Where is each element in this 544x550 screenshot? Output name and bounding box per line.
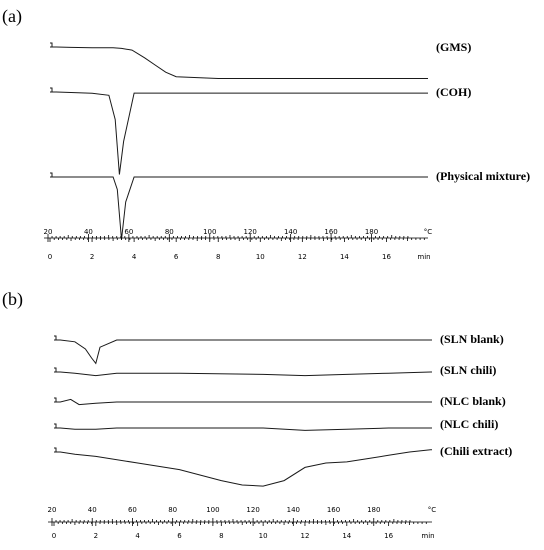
temp-tick-label: 120 — [244, 228, 257, 236]
curve-b-1 — [54, 367, 432, 377]
nlc-blank-curve-label: (NLC blank) — [440, 394, 506, 408]
temp-tick-label: 140 — [284, 228, 297, 236]
time-tick-label: 6 — [177, 532, 182, 540]
temp-tick-label: 100 — [203, 228, 216, 236]
time-unit-label: min — [421, 532, 434, 540]
temp-tick-label: 160 — [324, 228, 337, 236]
time-tick-label: 16 — [384, 532, 393, 540]
sln-chili-curve-label: (SLN chili) — [440, 363, 496, 377]
temp-tick-label: 160 — [327, 506, 340, 514]
time-tick-label: 8 — [216, 253, 220, 261]
temp-tick-label: 180 — [367, 506, 380, 514]
time-tick-label: 4 — [135, 532, 140, 540]
time-tick-label: 10 — [256, 253, 265, 261]
time-tick-label: 16 — [382, 253, 391, 261]
sln-blank-curve-label: (SLN blank) — [440, 332, 504, 346]
physical-mixture-curve-label: (Physical mixture) — [436, 169, 530, 183]
curve-b-0 — [54, 335, 432, 365]
time-tick-label: 2 — [90, 253, 94, 261]
panel-a-curves — [50, 42, 428, 240]
temp-tick-label: 60 — [128, 506, 137, 514]
panel-a-dual-axis: 20 40 60 80 100 120 140 160 180 °C 0 2 4 6 8 10 12 14 16 mi… — [44, 228, 433, 261]
temp-unit-label: °C — [428, 506, 437, 514]
panel-b-curve-labels: (SLN blank) (SLN chili) (NLC blank) (NLC… — [440, 332, 512, 458]
curve-a-0 — [50, 42, 428, 79]
curve-b-3 — [54, 423, 432, 431]
time-tick-label: 14 — [340, 253, 349, 261]
panel-b-dual-axis: 20 40 60 80 100 120 140 160 180 °C 0 2 4 6 8 10 12 14 16 mi… — [48, 506, 437, 540]
temp-tick-label: 60 — [124, 228, 133, 236]
temp-tick-label: 40 — [84, 228, 93, 236]
nlc-chili-curve-label: (NLC chili) — [440, 417, 498, 431]
curve-b-2 — [54, 397, 432, 406]
curve-a-1 — [50, 87, 428, 175]
panel-a-label: (a) — [2, 6, 22, 27]
time-tick-label: 10 — [259, 532, 268, 540]
panel-a-curve-labels: (GMS) (COH) (Physical mixture) — [436, 40, 530, 183]
panel-b-curves — [54, 335, 432, 487]
temp-tick-label: 100 — [206, 506, 219, 514]
time-tick-label: 2 — [94, 532, 98, 540]
time-tick-label: 14 — [342, 532, 351, 540]
time-tick-label: 0 — [48, 253, 52, 261]
gms-curve-label: (GMS) — [436, 40, 471, 54]
time-tick-label: 12 — [301, 532, 310, 540]
temp-tick-label: 20 — [44, 228, 53, 236]
temp-tick-label: 80 — [165, 228, 174, 236]
panel-b-label: (b) — [2, 289, 23, 310]
time-tick-label: 6 — [174, 253, 179, 261]
coh-curve-label: (COH) — [436, 85, 471, 99]
temp-tick-label: 80 — [168, 506, 177, 514]
time-tick-label: 4 — [132, 253, 137, 261]
temp-tick-label: 120 — [246, 506, 259, 514]
curve-b-4 — [54, 447, 432, 487]
time-tick-label: 12 — [298, 253, 307, 261]
time-tick-label: 0 — [52, 532, 56, 540]
temp-tick-label: 40 — [88, 506, 97, 514]
time-tick-label: 8 — [219, 532, 223, 540]
chili-extract-curve-label: (Chili extract) — [440, 444, 512, 458]
temp-tick-label: 180 — [365, 228, 378, 236]
time-unit-label: min — [417, 253, 430, 261]
temp-unit-label: °C — [424, 228, 433, 236]
temp-tick-label: 20 — [48, 506, 57, 514]
temp-tick-label: 140 — [287, 506, 300, 514]
